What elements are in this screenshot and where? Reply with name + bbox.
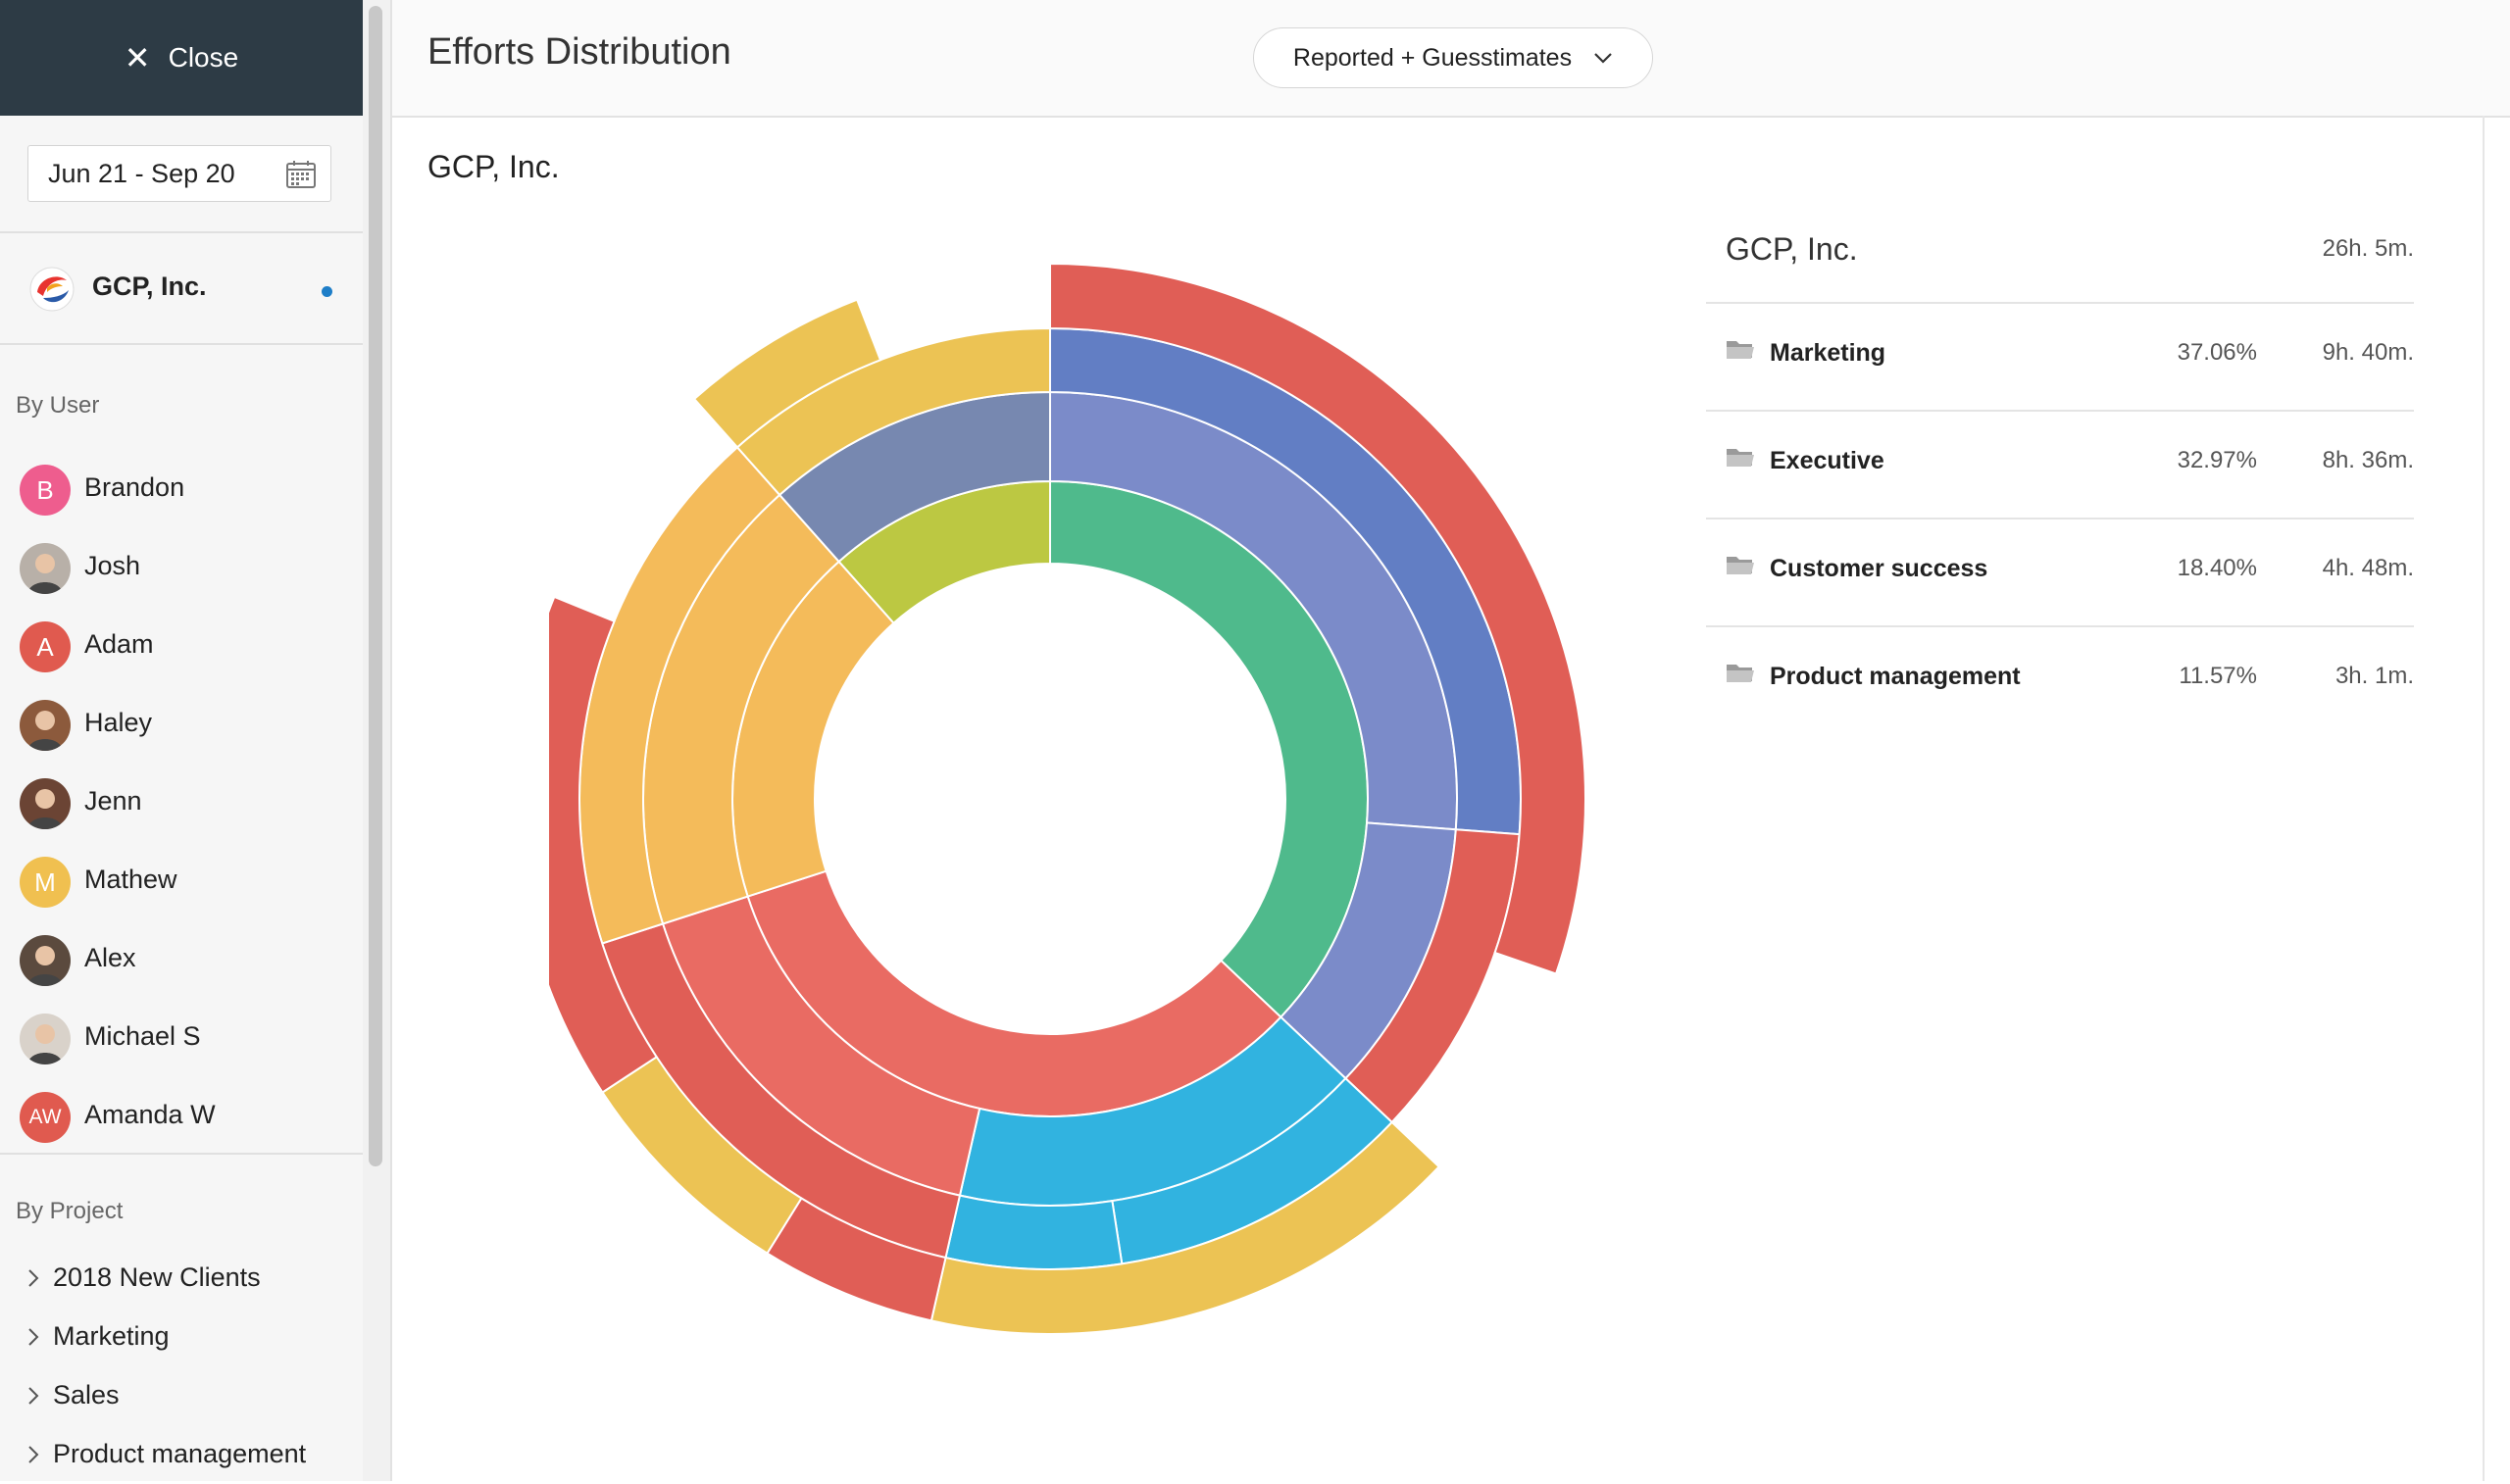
divider	[0, 231, 363, 233]
folder-icon	[1727, 341, 1754, 359]
user-item[interactable]: Josh	[0, 525, 363, 604]
project-time: 4h. 48m.	[2322, 555, 2414, 581]
project-name: Marketing	[1770, 339, 1886, 367]
sunburst-segment-l4-4[interactable]	[549, 595, 659, 1094]
user-item[interactable]: Jenn	[0, 761, 363, 839]
folder-icon	[1727, 665, 1754, 682]
client-logo-icon	[29, 267, 75, 312]
project-time: 9h. 40m.	[2322, 339, 2414, 366]
chevron-right-icon	[27, 1327, 39, 1353]
folder-icon	[1727, 557, 1754, 574]
sunburst-segment-l4-0[interactable]	[1049, 262, 1586, 975]
header: Efforts Distribution Reported + Guesstim…	[392, 0, 2510, 118]
user-initials-avatar: AW	[20, 1092, 71, 1143]
user-name: Haley	[84, 708, 153, 737]
user-item[interactable]: M Mathew	[0, 839, 363, 917]
user-photo-avatar	[20, 778, 71, 829]
breakdown-row[interactable]: Marketing 37.06% 9h. 40m.	[1706, 304, 2414, 412]
breakdown-total: 26h. 5m.	[2322, 235, 2414, 262]
user-item[interactable]: Haley	[0, 682, 363, 761]
project-item[interactable]: Marketing	[0, 1310, 363, 1366]
user-initials-avatar: M	[20, 857, 71, 908]
calendar-icon[interactable]	[285, 160, 317, 189]
by-project-label: By Project	[16, 1198, 124, 1224]
project-item[interactable]: Sales	[0, 1368, 363, 1425]
project-name: 2018 New Clients	[53, 1262, 261, 1292]
project-percent: 18.40%	[2177, 555, 2257, 581]
user-name: Adam	[84, 629, 154, 659]
project-item[interactable]: Product management	[0, 1427, 363, 1484]
close-button[interactable]: ✕ Close	[0, 0, 363, 116]
chevron-right-icon	[27, 1445, 39, 1470]
close-label: Close	[168, 42, 239, 73]
project-percent: 11.57%	[2179, 663, 2257, 689]
breakdown-title: GCP, Inc.	[1726, 231, 1858, 267]
project-name: Product management	[53, 1439, 307, 1468]
user-name: Michael S	[84, 1021, 201, 1051]
breakdown-rows: Marketing 37.06% 9h. 40m. Executive 32.97% 8h…	[1706, 304, 2414, 733]
project-name: Sales	[53, 1380, 120, 1410]
sunburst-chart	[549, 262, 1586, 1333]
user-item[interactable]: A Adam	[0, 604, 363, 682]
user-name: Josh	[84, 551, 141, 580]
project-item[interactable]: 2018 New Clients	[0, 1251, 363, 1308]
folder-icon	[1727, 449, 1754, 467]
user-name: Alex	[84, 943, 136, 972]
breakdown-table: GCP, Inc. 26h. 5m. Marketing 37.06% 9h. 40…	[1706, 216, 2414, 733]
user-name: Jenn	[84, 786, 142, 816]
sunburst-segment-l3-3[interactable]	[944, 1194, 1124, 1270]
sidebar-scrollbar[interactable]	[369, 6, 382, 1166]
user-photo-avatar	[20, 935, 71, 986]
sidebar: ✕ Close Jun 21 - Sep 20 GCP, Inc. By U	[0, 0, 363, 1481]
by-user-label: By User	[16, 392, 100, 419]
project-percent: 37.06%	[2177, 339, 2257, 366]
client-name: GCP, Inc.	[92, 272, 207, 301]
breakdown-row[interactable]: Executive 32.97% 8h. 36m.	[1706, 412, 2414, 519]
divider	[390, 0, 392, 1481]
divider	[0, 1153, 363, 1155]
project-percent: 32.97%	[2177, 447, 2257, 473]
divider	[2483, 116, 2485, 1481]
active-indicator	[322, 286, 332, 297]
chevron-down-icon	[1593, 47, 1613, 70]
chevron-right-icon	[27, 1386, 39, 1411]
client-heading: GCP, Inc.	[427, 149, 560, 184]
client-selector[interactable]: GCP, Inc.	[0, 235, 363, 341]
date-range-field[interactable]: Jun 21 - Sep 20	[27, 145, 331, 202]
user-photo-avatar	[20, 1014, 71, 1064]
user-name: Brandon	[84, 472, 185, 502]
user-item[interactable]: Michael S	[0, 996, 363, 1074]
user-name: Amanda W	[84, 1100, 216, 1129]
mode-dropdown-value: Reported + Guesstimates	[1292, 43, 1573, 72]
chevron-right-icon	[27, 1268, 39, 1294]
breakdown-row[interactable]: Customer success 18.40% 4h. 48m.	[1706, 519, 2414, 627]
user-item[interactable]: Alex	[0, 917, 363, 996]
breakdown-header: GCP, Inc. 26h. 5m.	[1706, 216, 2414, 304]
project-name: Marketing	[53, 1321, 170, 1351]
date-range-value: Jun 21 - Sep 20	[48, 158, 235, 188]
divider	[0, 343, 363, 345]
page-title: Efforts Distribution	[427, 31, 731, 73]
user-item[interactable]: AW Amanda W	[0, 1074, 363, 1153]
user-initials-avatar: B	[20, 465, 71, 516]
close-icon: ✕	[124, 40, 151, 75]
user-item[interactable]: B Brandon	[0, 447, 363, 525]
user-photo-avatar	[20, 543, 71, 594]
user-name: Mathew	[84, 865, 177, 894]
project-time: 3h. 1m.	[2334, 663, 2414, 689]
mode-dropdown[interactable]: Reported + Guesstimates	[1253, 27, 1653, 88]
sunburst-segment-l4-5[interactable]	[692, 298, 882, 449]
breakdown-row[interactable]: Product management 11.57% 3h. 1m.	[1706, 627, 2414, 733]
project-name: Executive	[1770, 447, 1884, 474]
user-photo-avatar	[20, 700, 71, 751]
project-name: Product management	[1770, 663, 2021, 690]
user-initials-avatar: A	[20, 621, 71, 672]
project-time: 8h. 36m.	[2322, 447, 2414, 473]
project-name: Customer success	[1770, 555, 1988, 582]
